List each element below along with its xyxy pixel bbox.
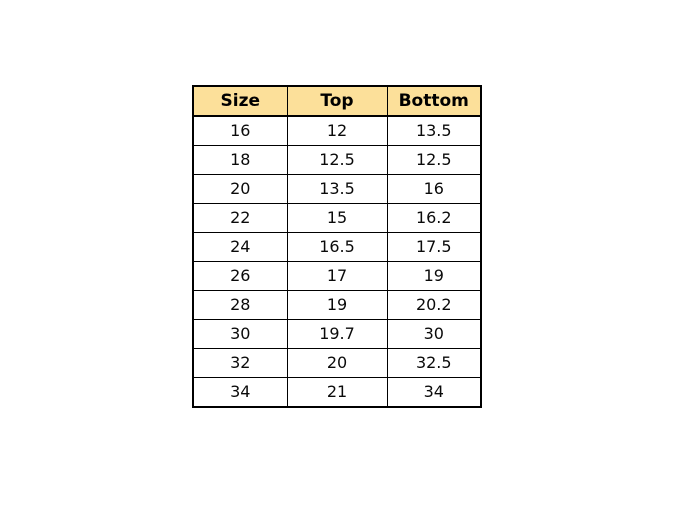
cell-top: 13.5 <box>286 174 388 204</box>
cell-bottom: 19 <box>386 261 481 291</box>
table-row: 28 19 20.2 <box>193 290 481 320</box>
table-row: 24 16.5 17.5 <box>193 232 481 262</box>
table-row: 16 12 13.5 <box>193 115 481 146</box>
table-row: 20 13.5 16 <box>193 174 481 204</box>
cell-size: 20 <box>193 174 288 204</box>
cell-top: 19.7 <box>286 319 388 349</box>
cell-top: 16.5 <box>286 232 388 262</box>
cell-bottom: 20.2 <box>386 290 481 320</box>
cell-top: 21 <box>286 377 388 407</box>
table-header: Size Top Bottom <box>193 86 481 117</box>
cell-top: 12 <box>286 115 388 146</box>
cell-size: 26 <box>193 261 288 291</box>
cell-bottom: 16.2 <box>386 203 481 233</box>
cell-size: 34 <box>193 377 288 407</box>
cell-bottom: 17.5 <box>386 232 481 262</box>
table-header-row: Size Top Bottom <box>193 86 481 117</box>
column-header-bottom: Bottom <box>386 86 481 117</box>
cell-size: 32 <box>193 348 288 378</box>
table-row: 30 19.7 30 <box>193 319 481 349</box>
column-header-size: Size <box>193 86 288 117</box>
table-row: 32 20 32.5 <box>193 348 481 378</box>
table-row: 34 21 34 <box>193 377 481 407</box>
cell-bottom: 32.5 <box>386 348 481 378</box>
table-row: 26 17 19 <box>193 261 481 291</box>
cell-size: 24 <box>193 232 288 262</box>
cell-top: 19 <box>286 290 388 320</box>
cell-bottom: 16 <box>386 174 481 204</box>
cell-top: 17 <box>286 261 388 291</box>
cell-size: 18 <box>193 145 288 175</box>
cell-bottom: 34 <box>386 377 481 407</box>
column-header-top: Top <box>286 86 388 117</box>
cell-size: 16 <box>193 115 288 146</box>
cell-bottom: 30 <box>386 319 481 349</box>
table-row: 18 12.5 12.5 <box>193 145 481 175</box>
cell-size: 22 <box>193 203 288 233</box>
table-body: 16 12 13.5 18 12.5 12.5 20 13.5 16 22 15… <box>193 115 481 407</box>
size-chart-table: Size Top Bottom 16 12 13.5 18 12.5 12.5 … <box>192 85 482 408</box>
cell-top: 12.5 <box>286 145 388 175</box>
cell-size: 30 <box>193 319 288 349</box>
cell-top: 20 <box>286 348 388 378</box>
cell-bottom: 12.5 <box>386 145 481 175</box>
cell-size: 28 <box>193 290 288 320</box>
cell-bottom: 13.5 <box>386 115 481 146</box>
cell-top: 15 <box>286 203 388 233</box>
table-row: 22 15 16.2 <box>193 203 481 233</box>
